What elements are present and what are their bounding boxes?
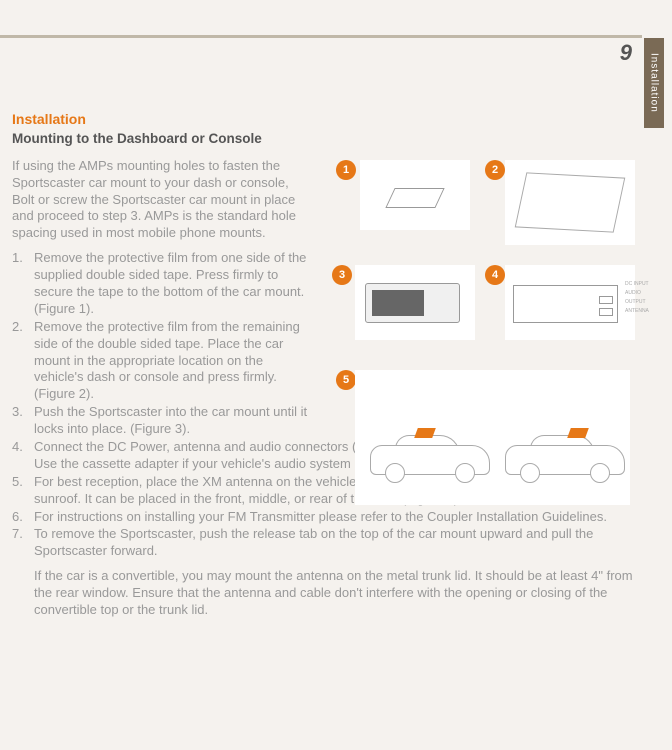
figure-number-1: 1 — [336, 160, 356, 180]
step-number: 3. — [12, 404, 34, 438]
step-text: Push the Sportscaster into the car mount… — [34, 404, 312, 438]
figure-number-4: 4 — [485, 265, 505, 285]
step-number: 4. — [12, 439, 34, 473]
figure-1 — [360, 160, 470, 230]
car-illustration-1 — [370, 430, 490, 485]
step-text: Remove the protective film from the rema… — [34, 319, 312, 403]
step-number: 2. — [12, 319, 34, 403]
section-title: Installation — [12, 110, 637, 128]
section-subtitle: Mounting to the Dashboard or Console — [12, 130, 637, 148]
intro-paragraph: If using the AMPs mounting holes to fast… — [12, 158, 312, 242]
top-rule — [0, 35, 642, 38]
step-text: To remove the Sportscaster, push the rel… — [34, 526, 637, 560]
port-label-dc: DC INPUT — [625, 280, 649, 289]
figure-4 — [505, 265, 635, 340]
step-number: 1. — [12, 250, 34, 318]
step-number: 6. — [12, 509, 34, 526]
port-label-antenna: ANTENNA — [625, 307, 649, 316]
figure-number-5: 5 — [336, 370, 356, 390]
footnote-paragraph: If the car is a convertible, you may mou… — [34, 568, 637, 619]
figure-3 — [355, 265, 475, 340]
figure-5 — [355, 370, 630, 505]
receiver-back-icon — [513, 285, 618, 323]
figure-number-2: 2 — [485, 160, 505, 180]
port-label-audio: AUDIO OUTPUT — [625, 289, 649, 307]
figure-number-3: 3 — [332, 265, 352, 285]
mount-bracket-icon — [385, 188, 444, 208]
antenna-marker-icon — [414, 428, 436, 438]
wheel-icon — [590, 463, 610, 483]
step-number: 7. — [12, 526, 34, 560]
receiver-front-icon — [365, 283, 460, 323]
step-number: 5. — [12, 474, 34, 508]
dash-plate-icon — [515, 172, 626, 232]
port-labels: DC INPUT AUDIO OUTPUT ANTENNA — [625, 280, 649, 316]
wheel-icon — [520, 463, 540, 483]
figures-area: 1 2 3 4 DC INPUT AUDIO OUTPUT ANTENNA 5 — [330, 150, 640, 520]
page-number: 9 — [620, 40, 632, 66]
wheel-icon — [455, 463, 475, 483]
figure-2 — [505, 160, 635, 245]
step-text: Remove the protective film from one side… — [34, 250, 312, 318]
antenna-marker-icon — [567, 428, 589, 438]
step-item: 7.To remove the Sportscaster, push the r… — [12, 526, 637, 560]
section-side-tab: Installation — [644, 38, 664, 128]
wheel-icon — [385, 463, 405, 483]
car-illustration-2 — [505, 430, 625, 485]
